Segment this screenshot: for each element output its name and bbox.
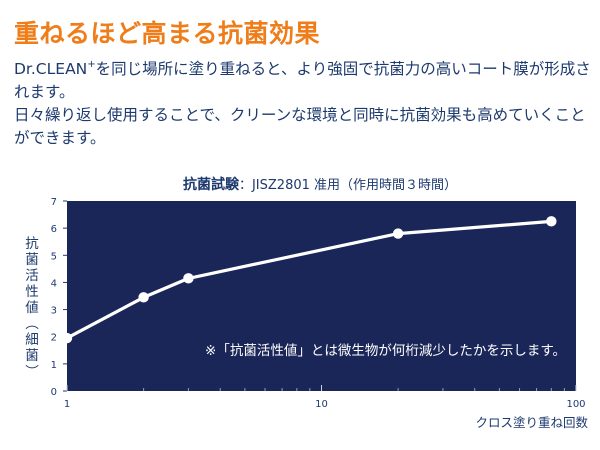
y-tick-label: 3 <box>51 306 57 317</box>
y-tick-label: 4 <box>51 278 57 289</box>
data-point <box>61 332 73 344</box>
y-tick-label: 5 <box>51 251 57 262</box>
plot-area <box>67 201 576 391</box>
chart-annotation: ※「抗菌活性値」とは微生物が何桁減少したかを示します。 <box>205 342 566 359</box>
y-axis-label-char: 菌 <box>25 348 39 364</box>
description-line-1: Dr.CLEAN+を同じ場所に塗り重ねると、より強固で抗菌力の高いコート膜が形成… <box>14 58 594 104</box>
y-axis-label-char: （ <box>23 316 39 330</box>
y-axis-label-char: 値 <box>25 300 39 316</box>
chart-title-main: 抗菌試験 <box>182 177 239 193</box>
brand-name: Dr.CLEAN <box>14 60 88 78</box>
data-points <box>61 216 557 344</box>
data-point <box>546 216 557 227</box>
data-point <box>138 292 149 303</box>
y-tick-label: 7 <box>51 197 57 208</box>
y-axis-label-char: 性 <box>25 284 39 300</box>
y-tick-label: 2 <box>51 333 57 344</box>
data-point <box>183 273 194 284</box>
x-tick-label: 1 <box>64 399 70 410</box>
page-heading: 重ねるほど高まる抗菌効果 <box>14 19 321 48</box>
y-tick-label: 0 <box>51 387 57 398</box>
y-axis-label: 抗菌活性値（細菌） <box>23 236 39 378</box>
y-axis-label-char: 抗 <box>25 236 39 252</box>
chart-title: 抗菌試験：JISZ2801 准用（作用時間３時間） <box>0 174 600 194</box>
y-axis-ticks: 0 1 2 3 4 5 6 7 <box>51 197 67 398</box>
y-tick-label: 1 <box>51 360 57 371</box>
data-point <box>392 228 404 239</box>
x-axis-ticks: 1 10 100 <box>64 385 586 410</box>
chart-title-detail: ：JISZ2801 准用（作用時間３時間） <box>238 178 458 193</box>
y-axis-label-char: 活 <box>25 268 39 284</box>
description-line-2: 日々繰り返し使用することで、クリーンな環境と同時に抗菌効果も高めていくことができ… <box>14 106 586 147</box>
brand-superscript: + <box>87 59 96 70</box>
y-axis-label-char: 細 <box>25 332 39 348</box>
description: Dr.CLEAN+を同じ場所に塗り重ねると、より強固で抗菌力の高いコート膜が形成… <box>14 58 594 150</box>
x-tick-label: 100 <box>566 399 585 410</box>
description-line-1-text: を同じ場所に塗り重ねると、より強固で抗菌力の高いコート膜が形成されます。 <box>14 60 591 101</box>
y-axis-label-char: ） <box>23 364 39 378</box>
x-tick-label: 10 <box>315 399 328 410</box>
y-tick-label: 6 <box>51 224 57 235</box>
y-axis-label-char: 菌 <box>25 252 39 268</box>
x-axis-label: クロス塗り重ね回数 <box>475 415 588 430</box>
